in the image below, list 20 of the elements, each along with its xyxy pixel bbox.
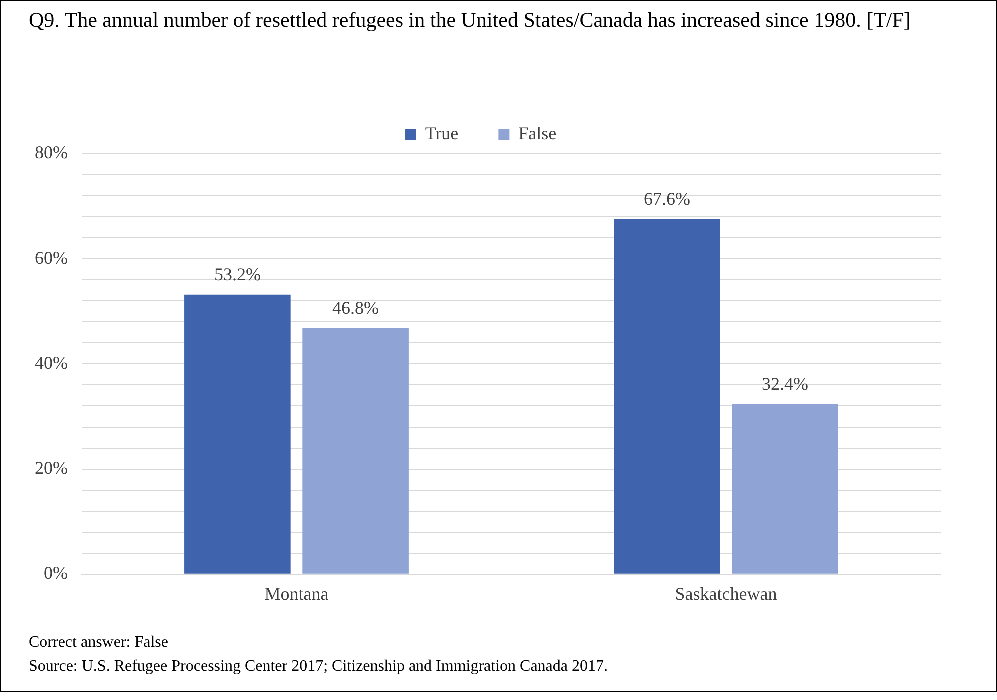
data-label: 46.8% — [332, 298, 380, 318]
source-note: Source: U.S. Refugee Processing Center 2017; Citizenship and Immigration Canada 2017. — [29, 657, 608, 677]
legend-label: False — [518, 124, 557, 144]
y-tick-label: 60% — [34, 248, 68, 268]
data-label: 32.4% — [762, 374, 809, 394]
data-label: 53.2% — [214, 264, 261, 285]
y-tick-label: 20% — [34, 458, 68, 478]
x-tick-label: Saskatchewan — [675, 584, 778, 604]
x-tick-label: Montana — [264, 584, 329, 604]
chart-title: Q9. The annual number of resettled refugees in the United States/Canada has increased since 1980. [T/F] — [29, 7, 912, 34]
y-tick-label: 40% — [34, 352, 68, 373]
y-tick-label: 80% — [34, 142, 68, 163]
bar — [614, 219, 720, 574]
text: Correct answer: False — [29, 633, 170, 653]
bar — [184, 294, 291, 574]
legend-label: True — [425, 124, 459, 144]
data-label: 67.6% — [644, 188, 690, 209]
bar — [302, 328, 409, 574]
bar — [732, 404, 838, 574]
y-tick-label: 0% — [44, 563, 68, 584]
